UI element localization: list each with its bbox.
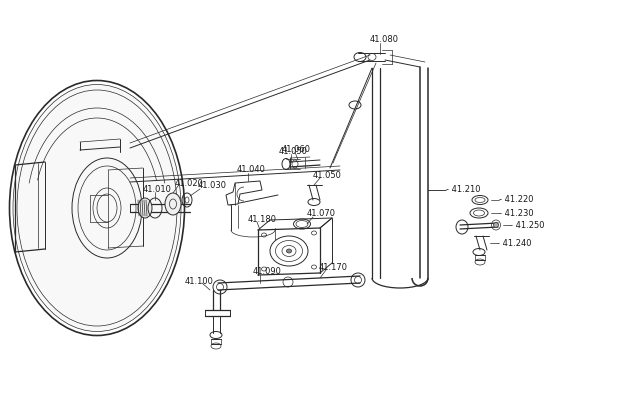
Text: - 41.230: - 41.230 (499, 208, 534, 218)
Text: 41.090: 41.090 (253, 268, 282, 276)
Ellipse shape (138, 198, 152, 218)
Ellipse shape (13, 84, 181, 332)
Polygon shape (226, 181, 262, 205)
Ellipse shape (287, 249, 291, 253)
Ellipse shape (493, 222, 498, 228)
Text: 41.170: 41.170 (319, 262, 348, 272)
Ellipse shape (470, 208, 488, 218)
Text: 41.030: 41.030 (198, 182, 227, 190)
Text: 41.040: 41.040 (237, 166, 266, 174)
Text: 41.070: 41.070 (307, 210, 336, 218)
Text: - 41.240: - 41.240 (497, 238, 532, 248)
Text: - 41.210: - 41.210 (446, 186, 480, 194)
Text: 41.180: 41.180 (248, 214, 277, 224)
Text: 41.100: 41.100 (185, 278, 214, 286)
Text: 41.060: 41.060 (282, 144, 311, 154)
Text: 41.080: 41.080 (370, 34, 399, 44)
Text: 41.050: 41.050 (313, 170, 342, 180)
Text: - 41.250: - 41.250 (510, 220, 545, 230)
Text: - 41.220: - 41.220 (499, 196, 534, 204)
Text: 41.050: 41.050 (279, 146, 308, 156)
Ellipse shape (165, 193, 181, 215)
Text: 41.020: 41.020 (175, 178, 204, 188)
Text: 41.010: 41.010 (143, 184, 172, 194)
Ellipse shape (472, 196, 488, 204)
